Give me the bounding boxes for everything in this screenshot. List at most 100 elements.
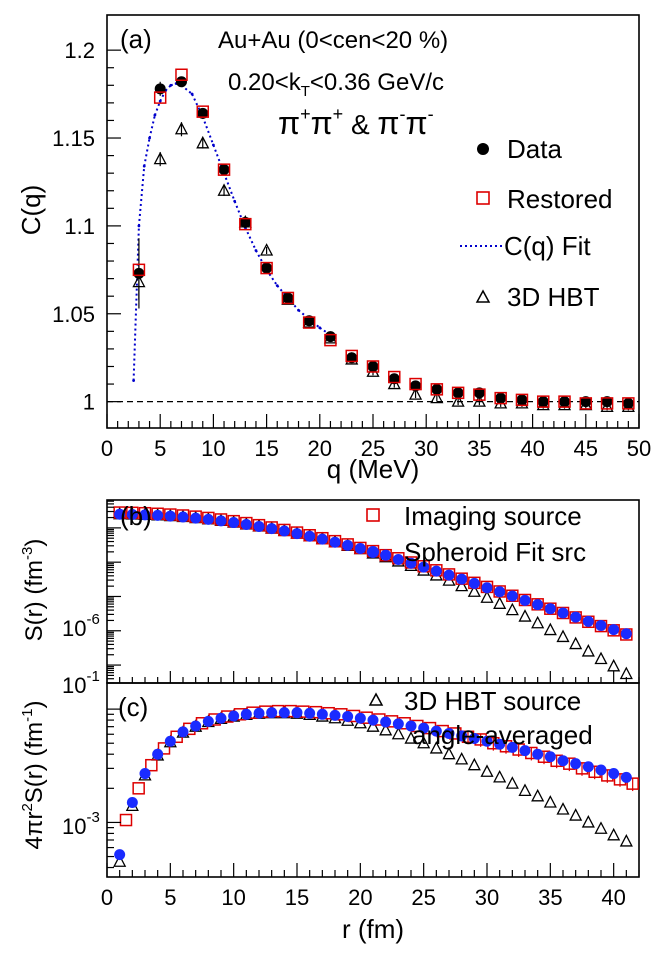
b-hbt-point-37 [581, 644, 595, 657]
c-imaging-point-40 [626, 777, 639, 790]
c-spheroid-point-15 [304, 707, 316, 719]
c-hbt-point-27 [455, 751, 469, 765]
b-spheroid-point-3 [152, 509, 164, 521]
panel-a-xtick-label: 25 [361, 436, 385, 461]
fit-segment-1 [137, 166, 146, 226]
c-hbt-point-31 [505, 776, 519, 789]
panel-c-ylabel-b: S(r) (fm [21, 722, 48, 803]
c-hbt-point-35 [556, 802, 570, 815]
b-spheroid-point-35 [557, 607, 569, 619]
fit-segment-15 [244, 227, 257, 251]
hbt-point-2 [174, 121, 189, 135]
c-spheroid-point-34 [544, 751, 556, 763]
data-point-3 [197, 107, 209, 119]
restored-point-14 [430, 383, 444, 396]
legend-restored-label: Restored [507, 184, 613, 214]
panel-b-ytick-2-base: 10 [62, 673, 86, 698]
panel-c-xtick-label: 30 [475, 885, 499, 910]
b-spheroid-point-24 [418, 561, 430, 573]
kt-sub: T [301, 83, 310, 100]
panel-c-xlabel: r (fm) [342, 914, 404, 944]
data-point-11 [367, 360, 379, 372]
c-hbt-point-40 [619, 834, 633, 847]
panel-c-xtick-label: 35 [538, 885, 562, 910]
panel-b: (b) Imaging source Spheroid Fit src 10-6… [19, 499, 640, 698]
data-point-9 [324, 331, 336, 343]
panel-a-ylabel: C(q) [16, 185, 46, 236]
c-hbt-point-22 [391, 726, 405, 740]
restored-point-20 [558, 395, 571, 408]
pion-amp: & [343, 109, 377, 140]
b-spheroid-point-17 [329, 536, 341, 548]
data-point-14 [431, 383, 443, 395]
panel-c-ytick-1-base: 10 [62, 814, 86, 839]
c-hbt-point-20 [366, 719, 380, 732]
pion-4-charge: - [428, 104, 434, 124]
restored-point-7 [281, 291, 295, 305]
panel-b-marks [113, 506, 633, 680]
restored-point-2 [175, 68, 188, 82]
panel-a-ytick-label: 1.1 [64, 214, 95, 239]
restored-point-12 [388, 370, 401, 384]
panel-a-xtick-label: 10 [201, 436, 225, 461]
b-spheroid-point-15 [304, 530, 316, 542]
panel-a-legend: Data Restored C(q) Fit 3D HBT [460, 134, 613, 312]
panel-a-xtick-label: 30 [414, 436, 438, 461]
c-spheroid-point-12 [266, 707, 278, 719]
c-hbt-point-33 [531, 788, 545, 802]
b-hbt-point-36 [569, 636, 583, 650]
legend-restored-marker [476, 191, 490, 205]
panel-b-ylabel-close: ) [21, 539, 48, 547]
c-spheroid-point-32 [519, 745, 531, 757]
b-spheroid-point-27 [456, 573, 468, 585]
b-spheroid-point-13 [278, 525, 290, 537]
c-imaging-point-0 [119, 813, 133, 827]
c-spheroid-point-3 [152, 748, 164, 760]
c-spheroid-point-0 [114, 849, 126, 861]
restored-point-10 [345, 349, 358, 363]
panel-c-ylabel: 4πr2S(r) (fm-1) [19, 701, 48, 850]
c-spheroid-point-6 [190, 720, 202, 732]
panel-b-ticks [106, 500, 640, 684]
c-spheroid-point-1 [126, 796, 138, 808]
b-spheroid-point-14 [291, 528, 303, 540]
b-spheroid-point-6 [190, 512, 202, 524]
c-hbt-point-39 [607, 827, 621, 841]
panel-b-ytick-1: 10-6 [62, 611, 100, 641]
panel-a-xtick-label: 35 [467, 436, 491, 461]
b-spheroid-point-25 [430, 565, 442, 577]
b-spheroid-point-30 [494, 586, 506, 598]
data-point-4 [218, 164, 230, 176]
panel-b-legend: Imaging source Spheroid Fit src [366, 501, 586, 567]
b-hbt-point-27 [455, 578, 469, 592]
b-spheroid-point-9 [228, 517, 240, 529]
b-hbt-point-35 [556, 629, 570, 643]
c-spheroid-point-22 [392, 718, 404, 730]
data-point-12 [388, 373, 400, 385]
b-spheroid-point-38 [595, 620, 607, 632]
panel-c-xtick-label: 20 [348, 885, 372, 910]
b-spheroid-point-36 [570, 611, 582, 623]
kt-annotation: 0.20<kT<0.36 GeV/c [228, 69, 444, 100]
b-hbt-point-28 [467, 584, 481, 597]
panel-c-ticks: 0 5 10 15 20 25 30 35 40 [101, 708, 640, 910]
c-spheroid-point-5 [177, 726, 189, 738]
data-point-19 [537, 396, 549, 408]
c-spheroid-point-21 [380, 716, 392, 728]
c-spheroid-point-28 [468, 733, 480, 745]
b-spheroid-point-32 [519, 594, 531, 606]
hbt-point-13 [408, 387, 423, 400]
c-spheroid-point-38 [595, 764, 607, 776]
c-spheroid-point-4 [164, 735, 176, 747]
data-point-7 [282, 292, 294, 304]
legend-imaging-marker [366, 508, 380, 522]
restored-point-23 [622, 397, 635, 410]
b-spheroid-point-37 [582, 615, 594, 627]
panel-c-ytick-1: 10-3 [62, 809, 100, 839]
legend-angle-averaged-label: angle-averaged [412, 720, 593, 750]
data-point-0 [133, 267, 145, 279]
c-hbt-point-36 [569, 808, 583, 821]
panel-a-xtick-label: 50 [627, 436, 651, 461]
panel-b-ylabel: S(r) (fm-3) [19, 539, 48, 642]
